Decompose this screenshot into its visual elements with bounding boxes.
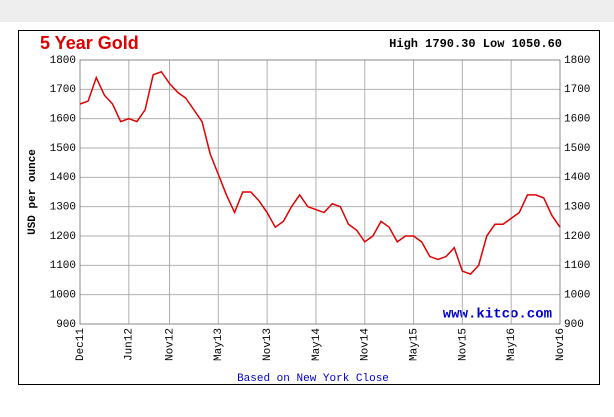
x-axis-label: Based on New York Close (237, 373, 389, 385)
plot-border (79, 59, 561, 325)
y-tick-label-right: 1100 (564, 260, 590, 272)
x-tick-label: Jun12 (124, 328, 136, 361)
y-tick-label-right: 1000 (564, 290, 590, 302)
y-tick-label: 1800 (50, 55, 76, 67)
y-tick-label-right: 1200 (564, 231, 590, 243)
y-tick-label: 1300 (50, 202, 76, 214)
y-tick-label: 1500 (50, 143, 76, 155)
x-tick-label: May15 (408, 328, 420, 361)
price-line (79, 70, 561, 276)
y-tick-label-right: 900 (564, 319, 584, 331)
watermark: www.kitco.com (443, 307, 552, 323)
y-tick-label: 1100 (50, 260, 76, 272)
x-tick-label: Dec11 (75, 328, 87, 361)
chart-title: 5 Year Gold (40, 33, 139, 53)
y-tick-label: 1600 (50, 114, 76, 126)
x-tick-label: Nov12 (164, 328, 176, 361)
y-tick-label-right: 1300 (564, 202, 590, 214)
y-tick-label-right: 1800 (564, 55, 590, 67)
x-tick-label: May14 (311, 328, 323, 361)
y-tick-label-right: 1400 (564, 172, 590, 184)
y-tick-label-right: 1700 (564, 84, 590, 96)
y-tick-label-right: 1500 (564, 143, 590, 155)
x-tick-label: Nov14 (360, 328, 372, 361)
x-tick-label: Nov16 (555, 328, 567, 361)
x-tick-label: Nov15 (457, 328, 469, 361)
y-tick-label: 1400 (50, 172, 76, 184)
y-tick-label: 1700 (50, 84, 76, 96)
high-low: High 1790.30 Low 1050.60 (389, 37, 562, 51)
y-tick-label: 1000 (50, 290, 76, 302)
x-tick-label: May13 (213, 328, 225, 361)
x-tick-label: May16 (506, 328, 518, 361)
x-tick-label: Nov13 (262, 328, 274, 361)
y-tick-label: 1200 (50, 231, 76, 243)
y-axis-label: USD per ounce (27, 149, 39, 235)
top-bar (0, 0, 614, 22)
y-tick-label-right: 1600 (564, 114, 590, 126)
y-tick-label: 900 (56, 319, 76, 331)
